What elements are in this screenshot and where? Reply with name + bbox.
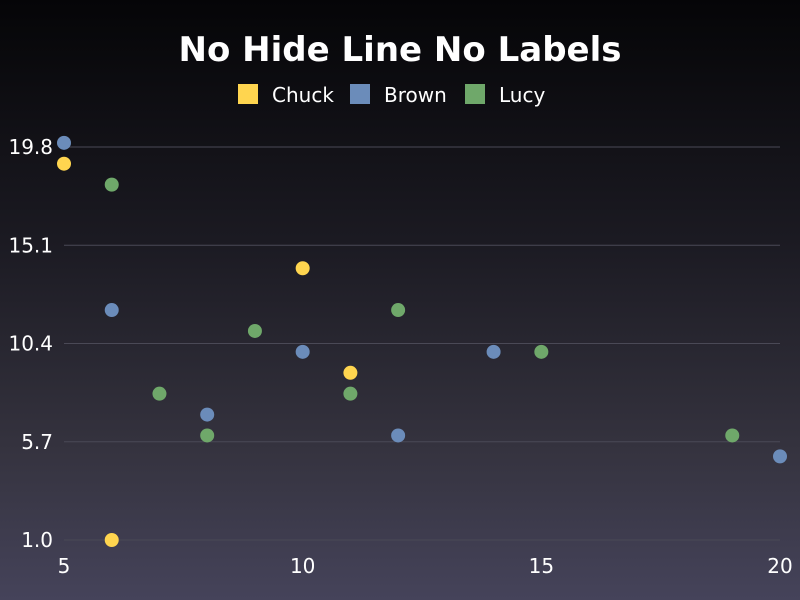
y-tick-label: 15.1 (8, 233, 53, 257)
y-tick-label: 10.4 (8, 332, 53, 356)
x-tick-label: 20 (767, 554, 792, 578)
data-points (57, 135, 787, 547)
data-point-chuck[interactable] (295, 261, 310, 276)
y-tick-label: 1.0 (21, 528, 53, 552)
data-point-lucy[interactable] (534, 344, 549, 359)
data-point-lucy[interactable] (391, 303, 406, 318)
legend-label-lucy: Lucy (499, 83, 545, 107)
data-point-lucy[interactable] (247, 323, 262, 338)
legend-label-chuck: Chuck (272, 83, 334, 107)
chart-title: No Hide Line No Labels (179, 30, 622, 70)
data-point-brown[interactable] (200, 407, 215, 422)
series-brown (57, 135, 787, 464)
x-tick-label: 5 (58, 554, 71, 578)
data-point-brown[interactable] (773, 449, 787, 464)
y-tick-label: 19.8 (8, 135, 53, 159)
series-lucy (104, 177, 740, 443)
data-point-lucy[interactable] (200, 428, 215, 443)
x-tick-label: 10 (290, 554, 315, 578)
legend-label-brown: Brown (384, 83, 447, 107)
data-point-lucy[interactable] (725, 428, 740, 443)
x-axis: 5 10 15 20 (58, 554, 793, 578)
data-point-chuck[interactable] (343, 365, 358, 380)
data-point-lucy[interactable] (104, 177, 119, 192)
legend-swatch-brown (350, 84, 370, 104)
data-point-brown[interactable] (57, 135, 71, 150)
legend: Chuck Brown Lucy (238, 83, 545, 107)
data-point-chuck[interactable] (104, 533, 119, 547)
series-chuck (57, 156, 358, 547)
data-point-brown[interactable] (295, 344, 310, 359)
x-tick-label: 15 (529, 554, 554, 578)
data-point-chuck[interactable] (57, 156, 71, 171)
legend-swatch-lucy (465, 84, 485, 104)
data-point-lucy[interactable] (343, 386, 358, 401)
data-point-brown[interactable] (486, 344, 501, 359)
data-point-lucy[interactable] (152, 386, 167, 401)
legend-swatch-chuck (238, 84, 258, 104)
gridlines (64, 146, 780, 541)
data-point-brown[interactable] (391, 428, 406, 443)
data-point-brown[interactable] (104, 303, 119, 318)
y-axis: 1.0 5.7 10.4 15.1 19.8 (8, 135, 53, 552)
y-tick-label: 5.7 (21, 430, 53, 454)
